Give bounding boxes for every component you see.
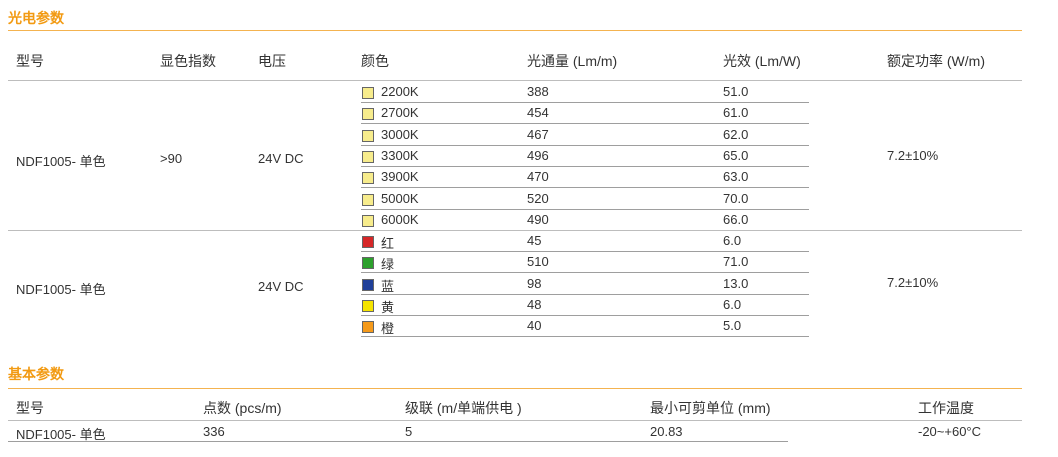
group1-voltage: 24V DC bbox=[258, 151, 304, 166]
color-swatch bbox=[362, 108, 374, 121]
header-voltage: 电压 bbox=[258, 53, 286, 69]
section-title-basic: 基本参数 bbox=[8, 366, 64, 382]
header-efficacy: 光效 (Lm/W) bbox=[723, 53, 801, 69]
efficacy-value: 71.0 bbox=[723, 254, 749, 270]
row-divider bbox=[361, 251, 809, 252]
basic-header-cut-unit: 最小可剪单位 (mm) bbox=[650, 400, 771, 416]
row-divider bbox=[361, 123, 809, 125]
efficacy-value: 62.0 bbox=[723, 126, 749, 142]
row-divider bbox=[361, 165, 809, 167]
efficacy-value: 13.0 bbox=[723, 275, 749, 291]
efficacy-value: 66.0 bbox=[723, 211, 749, 227]
header-cri: 显色指数 bbox=[160, 53, 216, 69]
flux-value: 470 bbox=[527, 169, 549, 185]
row-divider bbox=[361, 293, 809, 295]
color-swatch bbox=[362, 172, 374, 185]
flux-value: 496 bbox=[527, 147, 549, 163]
color-swatch bbox=[362, 129, 374, 142]
color-swatch bbox=[362, 278, 374, 291]
basic-cascade: 5 bbox=[405, 424, 413, 439]
group1-cri: >90 bbox=[160, 151, 183, 166]
group1-model: NDF1005- 单色 bbox=[16, 154, 106, 169]
color-label: 黄 bbox=[381, 299, 395, 315]
group2-model: NDF1005- 单色 bbox=[16, 282, 106, 297]
efficacy-value: 65.0 bbox=[723, 147, 749, 163]
row-divider bbox=[361, 314, 809, 316]
color-label: 橙 bbox=[381, 321, 395, 337]
header-color: 颜色 bbox=[361, 53, 389, 69]
color-label: 5000K bbox=[381, 190, 419, 206]
flux-value: 40 bbox=[527, 318, 542, 334]
color-swatch bbox=[362, 321, 374, 334]
efficacy-value: 5.0 bbox=[723, 318, 742, 334]
color-swatch bbox=[362, 150, 374, 163]
color-label: 6000K bbox=[381, 211, 419, 227]
color-label: 蓝 bbox=[381, 278, 395, 294]
color-swatch bbox=[362, 236, 374, 248]
flux-value: 98 bbox=[527, 275, 542, 291]
efficacy-value: 51.0 bbox=[723, 84, 749, 99]
basic-temperature: -20~+60°C bbox=[918, 424, 982, 439]
basic-header-cascade: 级联 (m/单端供电 ) bbox=[405, 400, 522, 416]
color-swatch bbox=[362, 193, 374, 206]
group1-power: 7.2±10% bbox=[887, 148, 939, 163]
section-title-photoelectric: 光电参数 bbox=[8, 10, 64, 26]
section-divider bbox=[8, 30, 1022, 31]
row-divider bbox=[361, 336, 809, 338]
flux-value: 45 bbox=[527, 233, 542, 248]
header-power: 额定功率 (W/m) bbox=[887, 53, 985, 69]
row-divider bbox=[361, 208, 809, 210]
color-swatch bbox=[362, 214, 374, 227]
flux-value: 467 bbox=[527, 126, 549, 142]
color-swatch bbox=[362, 299, 374, 312]
row-divider bbox=[361, 272, 809, 274]
efficacy-value: 63.0 bbox=[723, 169, 749, 185]
basic-header-points: 点数 (pcs/m) bbox=[203, 400, 282, 416]
section-divider bbox=[8, 388, 1022, 389]
flux-value: 520 bbox=[527, 190, 549, 206]
efficacy-value: 61.0 bbox=[723, 105, 749, 121]
basic-row-underline bbox=[8, 441, 788, 442]
row-divider bbox=[361, 144, 809, 146]
group-divider bbox=[8, 230, 1022, 231]
basic-header-temperature: 工作温度 bbox=[918, 400, 974, 416]
color-swatch bbox=[362, 87, 374, 99]
color-label: 红 bbox=[381, 236, 395, 251]
group2-power: 7.2±10% bbox=[887, 275, 939, 290]
color-label: 3000K bbox=[381, 126, 419, 142]
color-label: 2200K bbox=[381, 84, 419, 99]
basic-points: 336 bbox=[203, 424, 225, 439]
efficacy-value: 6.0 bbox=[723, 296, 742, 312]
efficacy-value: 6.0 bbox=[723, 233, 742, 248]
row-divider bbox=[361, 102, 809, 103]
color-swatch bbox=[362, 257, 374, 270]
efficacy-value: 70.0 bbox=[723, 190, 749, 206]
color-label: 3300K bbox=[381, 147, 419, 163]
basic-header-underline bbox=[8, 420, 1022, 421]
header-model: 型号 bbox=[16, 53, 44, 69]
row-divider bbox=[361, 187, 809, 189]
flux-value: 490 bbox=[527, 211, 549, 227]
basic-header-model: 型号 bbox=[16, 400, 44, 416]
group2-voltage: 24V DC bbox=[258, 279, 304, 294]
header-flux: 光通量 (Lm/m) bbox=[527, 53, 618, 69]
basic-model: NDF1005- 单色 bbox=[16, 427, 106, 442]
header-underline bbox=[8, 80, 1022, 81]
basic-cut-unit: 20.83 bbox=[650, 424, 683, 439]
flux-value: 388 bbox=[527, 84, 549, 99]
color-label: 2700K bbox=[381, 105, 419, 121]
color-label: 3900K bbox=[381, 169, 419, 185]
color-label: 绿 bbox=[381, 257, 395, 273]
flux-value: 510 bbox=[527, 254, 549, 270]
flux-value: 48 bbox=[527, 296, 542, 312]
flux-value: 454 bbox=[527, 105, 549, 121]
